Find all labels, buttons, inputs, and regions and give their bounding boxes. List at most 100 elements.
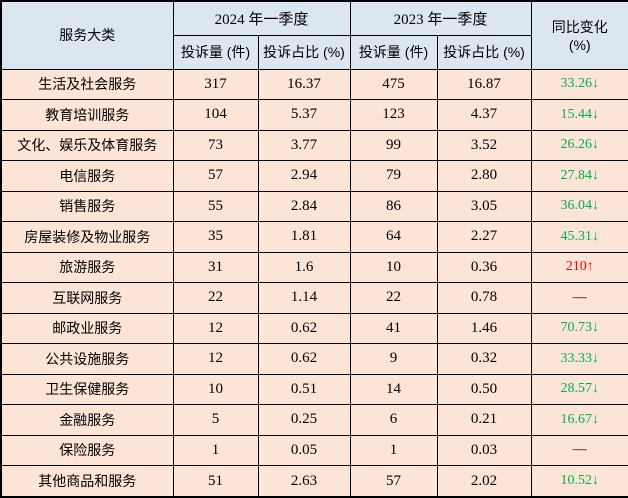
yoy-cell: — [530, 282, 628, 314]
share-2024-cell: 2.63 [257, 465, 351, 498]
yoy-cell: 33.33↓ [530, 343, 628, 375]
share-2024-cell: 0.51 [257, 373, 351, 406]
table-row: 教育培训服务 104 5.37 123 4.37 15.44↓ [0, 99, 628, 131]
table-row: 卫生保健服务 10 0.51 14 0.50 28.57↓ [0, 373, 628, 406]
volume-2023-cell: 9 [349, 343, 438, 375]
share-2023-cell: 16.87 [436, 68, 532, 101]
header-row-subcolumns: 投诉量 (件) 投诉占比 (%) 投诉量 (件) 投诉占比 (%) [1, 34, 628, 70]
share-2023-cell: 0.36 [436, 251, 532, 284]
volume-2023-cell: 123 [349, 99, 438, 131]
share-2024-cell: 0.62 [257, 343, 351, 375]
category-cell: 电信服务 [0, 160, 174, 192]
category-cell: 互联网服务 [0, 282, 174, 314]
category-cell: 销售服务 [0, 190, 174, 223]
header-row-groups: 服务大类 2024 年一季度 2023 年一季度 同比变化 (%) [0, 0, 628, 70]
volume-2023-cell: 41 [349, 312, 438, 345]
share-2023-cell: 0.21 [436, 404, 532, 436]
share-2023-cell: 2.80 [436, 160, 532, 192]
category-cell: 保险服务 [0, 434, 174, 467]
category-cell: 教育培训服务 [0, 99, 174, 131]
volume-2023-cell: 86 [349, 190, 438, 223]
yoy-cell: 33.26↓ [530, 68, 628, 101]
category-cell: 公共设施服务 [0, 343, 174, 375]
share-2024-cell: 2.94 [257, 160, 351, 192]
category-cell: 卫生保健服务 [0, 373, 174, 406]
volume-2024-cell: 10 [172, 373, 259, 406]
table-row: 旅游服务 31 1.6 10 0.36 210↑ [0, 251, 628, 284]
volume-2024-cell: 73 [172, 129, 259, 162]
category-cell: 邮政业服务 [0, 312, 174, 345]
table-header: 服务大类 2024 年一季度 2023 年一季度 同比变化 (%) 投诉量 (件… [0, 0, 628, 70]
yoy-cell: 15.44↓ [530, 99, 628, 131]
header-share-2023: 投诉占比 (%) [436, 34, 532, 70]
table-row: 互联网服务 22 1.14 22 0.78 — [0, 282, 628, 314]
volume-2023-cell: 1 [349, 434, 438, 467]
volume-2023-cell: 14 [349, 373, 438, 406]
volume-2024-cell: 55 [172, 190, 259, 223]
category-cell: 金融服务 [0, 404, 174, 436]
volume-2023-cell: 64 [349, 221, 438, 253]
yoy-cell: 28.57↓ [530, 373, 628, 406]
share-2024-cell: 0.05 [257, 434, 351, 467]
table-row: 公共设施服务 12 0.62 9 0.32 33.33↓ [0, 343, 628, 375]
yoy-cell: 70.73↓ [530, 312, 628, 345]
share-2024-cell: 1.81 [257, 221, 351, 253]
header-group-2024: 2024 年一季度 [172, 0, 351, 36]
category-cell: 生活及社会服务 [0, 68, 174, 101]
header-volume-2024: 投诉量 (件) [172, 34, 259, 70]
share-2023-cell: 3.52 [436, 129, 532, 162]
table-row: 保险服务 1 0.05 1 0.03 — [0, 434, 628, 467]
volume-2023-cell: 475 [349, 68, 438, 101]
share-2024-cell: 2.84 [257, 190, 351, 223]
share-2024-cell: 0.25 [257, 404, 351, 436]
volume-2023-cell: 79 [349, 160, 438, 192]
volume-2024-cell: 57 [172, 160, 259, 192]
table-row: 电信服务 57 2.94 79 2.80 27.84↓ [0, 160, 628, 192]
table-row: 其他商品和服务 51 2.63 57 2.02 10.52↓ [0, 465, 628, 498]
volume-2024-cell: 1 [172, 434, 259, 467]
table-row: 文化、娱乐及体育服务 73 3.77 99 3.52 26.26↓ [0, 129, 628, 162]
volume-2024-cell: 5 [172, 404, 259, 436]
share-2024-cell: 3.77 [257, 129, 351, 162]
volume-2024-cell: 12 [172, 343, 259, 375]
yoy-cell: 10.52↓ [530, 465, 628, 498]
yoy-cell: 26.26↓ [530, 129, 628, 162]
table-row: 销售服务 55 2.84 86 3.05 36.04↓ [0, 190, 628, 223]
volume-2024-cell: 35 [172, 221, 259, 253]
yoy-cell: — [530, 434, 628, 467]
yoy-cell: 27.84↓ [530, 160, 628, 192]
category-cell: 房屋装修及物业服务 [0, 221, 174, 253]
table-body: 生活及社会服务 317 16.37 475 16.87 33.26↓ 教育培训服… [0, 68, 628, 498]
category-cell: 其他商品和服务 [0, 465, 174, 498]
table-row: 邮政业服务 12 0.62 41 1.46 70.73↓ [0, 312, 628, 345]
volume-2024-cell: 12 [172, 312, 259, 345]
header-yoy-line1: 同比变化 [551, 19, 608, 36]
yoy-cell: 16.67↓ [530, 404, 628, 436]
header-share-2024: 投诉占比 (%) [257, 34, 351, 70]
share-2024-cell: 1.14 [257, 282, 351, 314]
share-2023-cell: 3.05 [436, 190, 532, 223]
share-2024-cell: 5.37 [257, 99, 351, 131]
volume-2023-cell: 10 [349, 251, 438, 284]
share-2023-cell: 0.78 [436, 282, 532, 314]
volume-2023-cell: 99 [349, 129, 438, 162]
category-cell: 旅游服务 [0, 251, 174, 284]
yoy-cell: 36.04↓ [530, 190, 628, 223]
table-row: 房屋装修及物业服务 35 1.81 64 2.27 45.31↓ [0, 221, 628, 253]
category-cell: 文化、娱乐及体育服务 [0, 129, 174, 162]
volume-2024-cell: 51 [172, 465, 259, 498]
table-row: 金融服务 5 0.25 6 0.21 16.67↓ [0, 404, 628, 436]
header-yoy-change: 同比变化 (%) [530, 0, 628, 70]
header-group-2023: 2023 年一季度 [349, 0, 532, 36]
share-2023-cell: 0.50 [436, 373, 532, 406]
volume-2023-cell: 22 [349, 282, 438, 314]
yoy-cell: 45.31↓ [530, 221, 628, 253]
share-2023-cell: 4.37 [436, 99, 532, 131]
share-2024-cell: 16.37 [257, 68, 351, 101]
header-volume-2023: 投诉量 (件) [349, 34, 438, 70]
share-2023-cell: 1.46 [436, 312, 532, 345]
volume-2024-cell: 22 [172, 282, 259, 314]
volume-2024-cell: 104 [172, 99, 259, 131]
